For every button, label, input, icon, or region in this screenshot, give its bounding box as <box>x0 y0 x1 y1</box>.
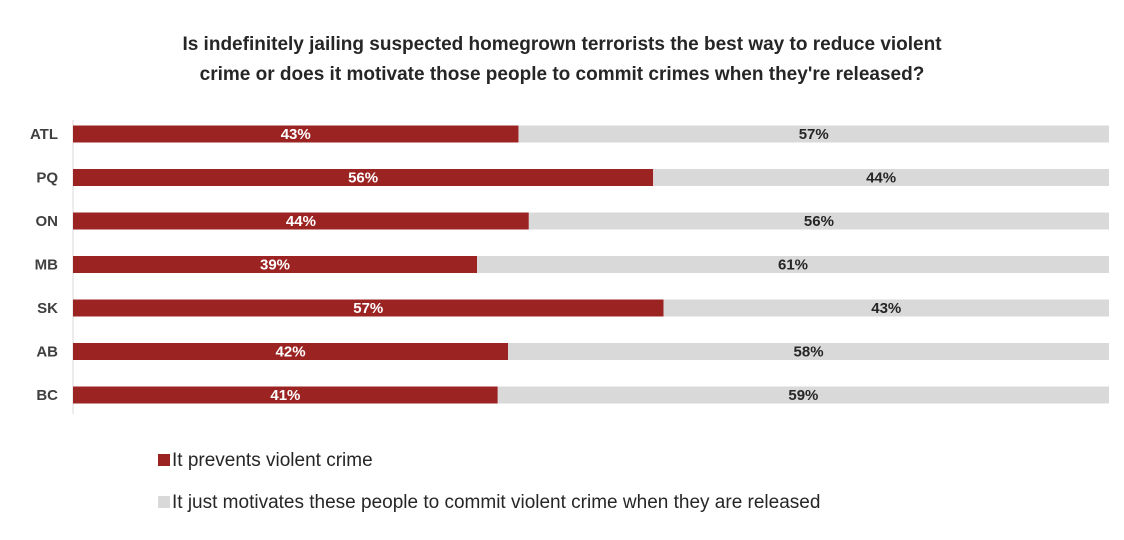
data-label-ab-series-1: 42% <box>276 344 306 361</box>
category-label-bc: BC <box>36 387 58 404</box>
bar-bc-series-1 <box>73 386 498 404</box>
data-label-bc-series-1: 41% <box>270 387 300 404</box>
bar-ab-series-1 <box>73 343 509 360</box>
category-label-sk: SK <box>37 300 58 317</box>
data-label-atl-series-1: 43% <box>281 126 311 143</box>
bar-ab-series-2 <box>508 343 1109 360</box>
data-label-pq-series-1: 56% <box>348 170 378 187</box>
bar-pq-series-1 <box>73 169 654 186</box>
bar-atl-series-1 <box>73 125 519 143</box>
data-label-mb-series-1: 39% <box>260 257 290 274</box>
bar-on-series-1 <box>73 212 529 230</box>
data-label-bc-series-2: 59% <box>788 387 818 404</box>
data-label-pq-series-2: 44% <box>866 170 896 187</box>
bar-pq-series-2 <box>653 169 1109 186</box>
bar-on-series-2 <box>528 212 1109 230</box>
bar-sk-series-2 <box>663 299 1109 317</box>
data-label-sk-series-1: 57% <box>353 300 383 317</box>
bar-mb-series-2 <box>477 256 1109 273</box>
category-label-atl: ATL <box>30 126 58 143</box>
data-label-atl-series-2: 57% <box>799 126 829 143</box>
bars-group: ATL 43% 57% PQ 56% 44% ON 44% 56% MB 39% 61% SK 57% 43… <box>30 125 1109 404</box>
chart-title-line-2: crime or does it motivate those people t… <box>200 64 925 85</box>
bar-atl-series-2 <box>518 125 1109 143</box>
chart-title-line-1: Is indefinitely jailing suspected homegr… <box>182 34 942 55</box>
category-label-mb: MB <box>35 257 58 274</box>
data-label-mb-series-2: 61% <box>778 257 808 274</box>
bar-bc-series-2 <box>497 386 1109 404</box>
category-label-on: ON <box>36 213 59 230</box>
legend-swatch-series-2 <box>158 496 170 508</box>
legend-label-series-2: It just motivates these people to commit… <box>172 492 820 513</box>
data-label-on-series-1: 44% <box>286 213 316 230</box>
bar-sk-series-1 <box>73 299 664 317</box>
data-label-ab-series-2: 58% <box>794 344 824 361</box>
legend: It prevents violent crime It just motivat… <box>158 450 820 513</box>
category-label-ab: AB <box>36 344 58 361</box>
bar-mb-series-1 <box>73 256 478 273</box>
category-label-pq: PQ <box>36 170 58 187</box>
data-label-sk-series-2: 43% <box>871 300 901 317</box>
legend-swatch-series-1 <box>158 454 170 466</box>
data-label-on-series-2: 56% <box>804 213 834 230</box>
legend-label-series-1: It prevents violent crime <box>172 450 373 471</box>
